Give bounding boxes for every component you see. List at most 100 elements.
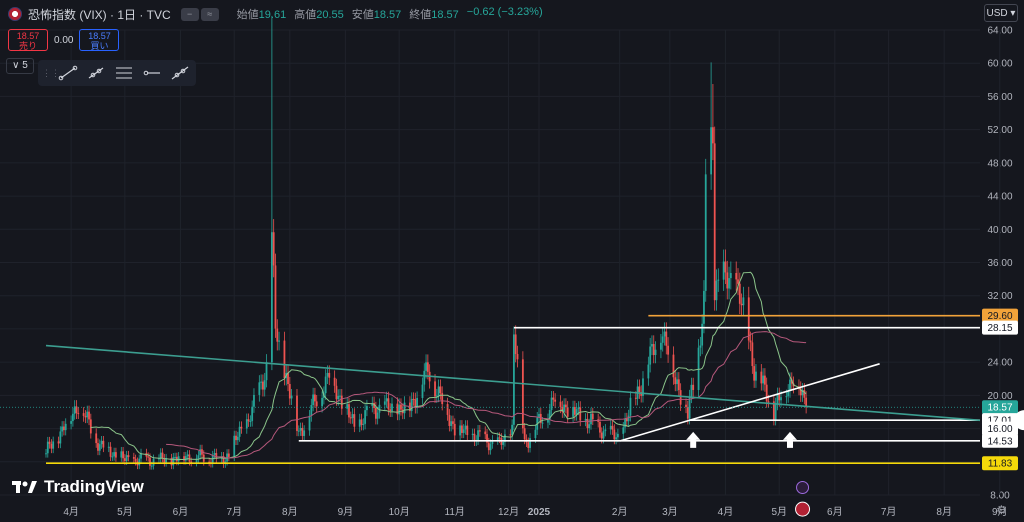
candle-body — [676, 379, 678, 385]
candle-body — [767, 401, 770, 403]
candle-body — [625, 418, 628, 422]
candle-body — [227, 453, 230, 457]
candle-body — [308, 415, 311, 431]
candle-body — [274, 265, 277, 329]
drag-handle-icon[interactable]: ⋮⋮ — [42, 67, 60, 78]
candle-body — [177, 456, 180, 462]
candle-body — [504, 434, 506, 442]
buy-button[interactable]: 18.57 買い — [79, 29, 120, 51]
candle-body — [249, 420, 252, 422]
candle-body — [278, 340, 280, 342]
candle-body — [665, 331, 668, 346]
candle-body — [276, 328, 279, 342]
candle-body — [498, 437, 501, 439]
trend-line-icon[interactable] — [56, 62, 80, 84]
candle-body — [747, 297, 750, 341]
candle-body — [435, 395, 438, 397]
candle-body — [554, 399, 557, 402]
candle-body — [387, 398, 390, 410]
candle-body — [704, 174, 707, 291]
candle-body — [70, 421, 72, 424]
candle-body — [46, 441, 49, 454]
candle-body — [439, 386, 442, 394]
candle-body — [346, 404, 349, 409]
candle-body — [378, 404, 381, 413]
candle-body — [572, 406, 574, 417]
symbol-title[interactable]: 恐怖指数 (VIX) · 1日 · TVC — [28, 7, 171, 22]
x-tick-label: 8月 — [936, 506, 952, 518]
candle-body — [165, 458, 168, 463]
price-label-text: 17.01 — [987, 416, 1012, 427]
candle-body — [61, 426, 64, 432]
candle-body — [63, 426, 65, 431]
candle-body — [502, 441, 505, 445]
settings-icon[interactable]: ⚙ — [996, 503, 1007, 517]
candle-body — [600, 432, 603, 439]
x-tick-label: 8月 — [282, 506, 298, 518]
candle-body — [453, 423, 456, 436]
candle-body — [337, 395, 340, 400]
sell-price: 18.57 — [16, 31, 40, 41]
candle-body — [197, 455, 200, 459]
candle-body — [75, 406, 78, 414]
horizontal-ray-icon[interactable] — [140, 62, 164, 84]
candle-body — [548, 410, 551, 420]
candle-body — [478, 430, 481, 432]
candle-body — [753, 366, 756, 381]
extended-line-icon[interactable] — [168, 62, 192, 84]
candle-body — [462, 429, 465, 433]
candle-body — [247, 419, 250, 422]
candle-body — [609, 425, 612, 430]
candle-body — [715, 280, 718, 301]
drawing-toolbar: ⋮⋮ — [38, 60, 196, 86]
candle-body — [348, 404, 350, 418]
candle-body — [364, 410, 367, 424]
candle-body — [270, 232, 273, 363]
x-tick-label: 7月 — [226, 506, 242, 518]
currency-button[interactable]: USD ▾ — [984, 4, 1018, 22]
candle-body — [376, 412, 379, 419]
candle-body — [552, 397, 555, 400]
parallel-channel-icon[interactable] — [112, 62, 136, 84]
candle-body — [523, 428, 526, 440]
ray-icon[interactable] — [84, 62, 108, 84]
candle-body — [649, 346, 652, 365]
candle-body — [385, 398, 388, 402]
candle-body — [755, 371, 757, 381]
candle-body — [195, 458, 198, 463]
candle-body — [287, 372, 289, 385]
x-tick-label: 6月 — [173, 506, 189, 518]
candle-body — [82, 413, 85, 416]
sell-button[interactable]: 18.57 売り — [8, 29, 48, 51]
candle-body — [521, 359, 524, 429]
ohlc-high: 高値20.55 — [294, 9, 344, 21]
candle-body — [640, 392, 643, 396]
x-tick-label: 2025 — [528, 507, 551, 518]
candle-body — [120, 451, 123, 458]
indicator-toggle[interactable]: ∨ 5 — [6, 58, 34, 74]
candle-body — [314, 394, 316, 402]
candle-body — [591, 413, 594, 420]
candle-body — [780, 397, 782, 401]
x-tick-label: 7月 — [881, 506, 897, 518]
buy-label: 買い — [90, 41, 109, 51]
tradingview-logo: TradingView — [12, 477, 144, 497]
candle-body — [772, 401, 775, 420]
candle-body — [627, 415, 630, 422]
candle-body — [115, 452, 117, 458]
candle-body — [588, 424, 591, 429]
economic-event-icon — [795, 501, 811, 517]
candle-body — [127, 455, 130, 458]
candle-body — [297, 430, 300, 432]
candle-body — [84, 415, 87, 418]
candle-body — [634, 397, 637, 399]
minus-icon[interactable]: − — [180, 7, 199, 21]
candle-body — [299, 427, 302, 431]
ohlc-change: −0.62 (−3.23%) — [466, 6, 543, 18]
wave-icon[interactable]: ≈ — [200, 7, 219, 21]
candle-body — [703, 290, 705, 324]
candle-body — [389, 409, 392, 412]
moving-average-long — [166, 331, 807, 459]
candle-body — [613, 429, 616, 440]
